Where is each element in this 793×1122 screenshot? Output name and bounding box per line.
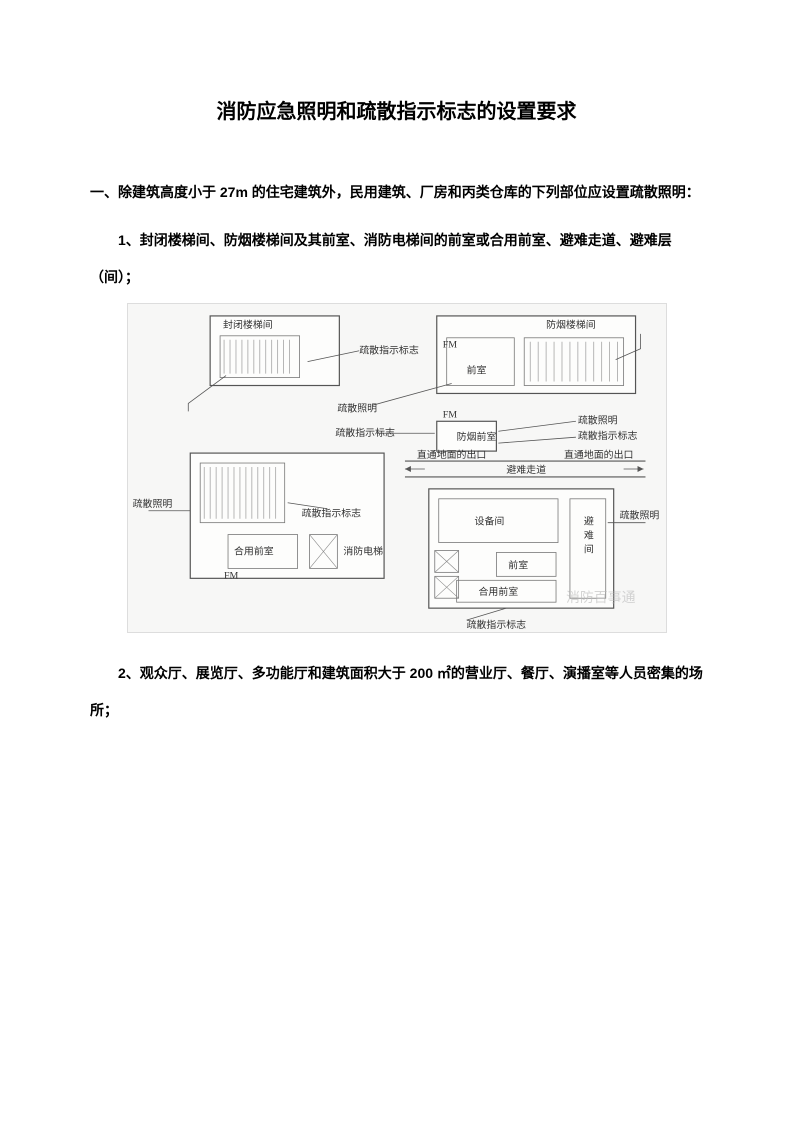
label-evac-sign-5: 疏散指示标志 [466, 618, 526, 631]
label-evac-light-2: 疏散照明 [577, 413, 617, 426]
label-enclosed-stair: 封闭楼梯间 [223, 318, 273, 331]
label-evac-light-3: 疏散照明 [132, 497, 172, 510]
label-evac-sign-1: 疏散指示标志 [359, 344, 419, 357]
watermark-text: 消防百事通 [565, 590, 635, 606]
label-anteroom-2: 前室 [508, 559, 528, 572]
label-smoke-anteroom: 防烟前室 [456, 430, 496, 443]
label-fm-3: FM [224, 570, 239, 581]
label-fm-2: FM [442, 409, 457, 420]
label-evac-sign-3: 疏散指示标志 [577, 429, 637, 442]
label-refuge-corridor: 避难走道 [506, 463, 546, 476]
label-evac-sign-4: 疏散指示标志 [301, 507, 361, 520]
section-1-item-1: 1、封闭楼梯间、防烟楼梯间及其前室、消防电梯间的前室或合用前室、避难走道、避难层… [90, 222, 703, 295]
label-exit-1: 直通地面的出口 [416, 448, 485, 461]
page-title: 消防应急照明和疏散指示标志的设置要求 [90, 95, 703, 124]
label-evac-sign-2: 疏散指示标志 [335, 426, 395, 439]
section-1-heading: 一、除建筑高度小于 27m 的住宅建筑外，民用建筑、厂房和丙类仓库的下列部位应设… [90, 174, 703, 210]
label-exit-2: 直通地面的出口 [563, 448, 632, 461]
label-shared-anteroom-2: 合用前室 [478, 585, 518, 598]
label-evac-light-1: 疏散照明 [337, 402, 377, 415]
label-evac-light-4: 疏散照明 [619, 509, 659, 522]
label-refuge-room-1: 避 [583, 515, 593, 528]
label-refuge-room-3: 间 [583, 543, 593, 556]
label-equipment-room: 设备间 [474, 515, 504, 528]
label-smoke-stair: 防烟楼梯间 [546, 318, 596, 331]
label-anteroom-1: 前室 [466, 364, 486, 377]
section-1-item-2: 2、观众厅、展览厅、多功能厅和建筑面积大于 200 ㎡的营业厅、餐厅、演播室等人… [90, 655, 703, 728]
diagram-svg: 封闭楼梯间 疏散指示标志 防烟楼梯间 前室 FM 疏散照明 FM 防烟前室 疏散… [128, 304, 666, 632]
label-shared-anteroom-1: 合用前室 [233, 545, 273, 558]
label-fire-elevator: 消防电梯 [343, 545, 383, 558]
label-fm-1: FM [442, 340, 457, 351]
label-refuge-room-2: 难 [583, 530, 593, 542]
floor-plan-diagram: 封闭楼梯间 疏散指示标志 防烟楼梯间 前室 FM 疏散照明 FM 防烟前室 疏散… [127, 303, 667, 633]
